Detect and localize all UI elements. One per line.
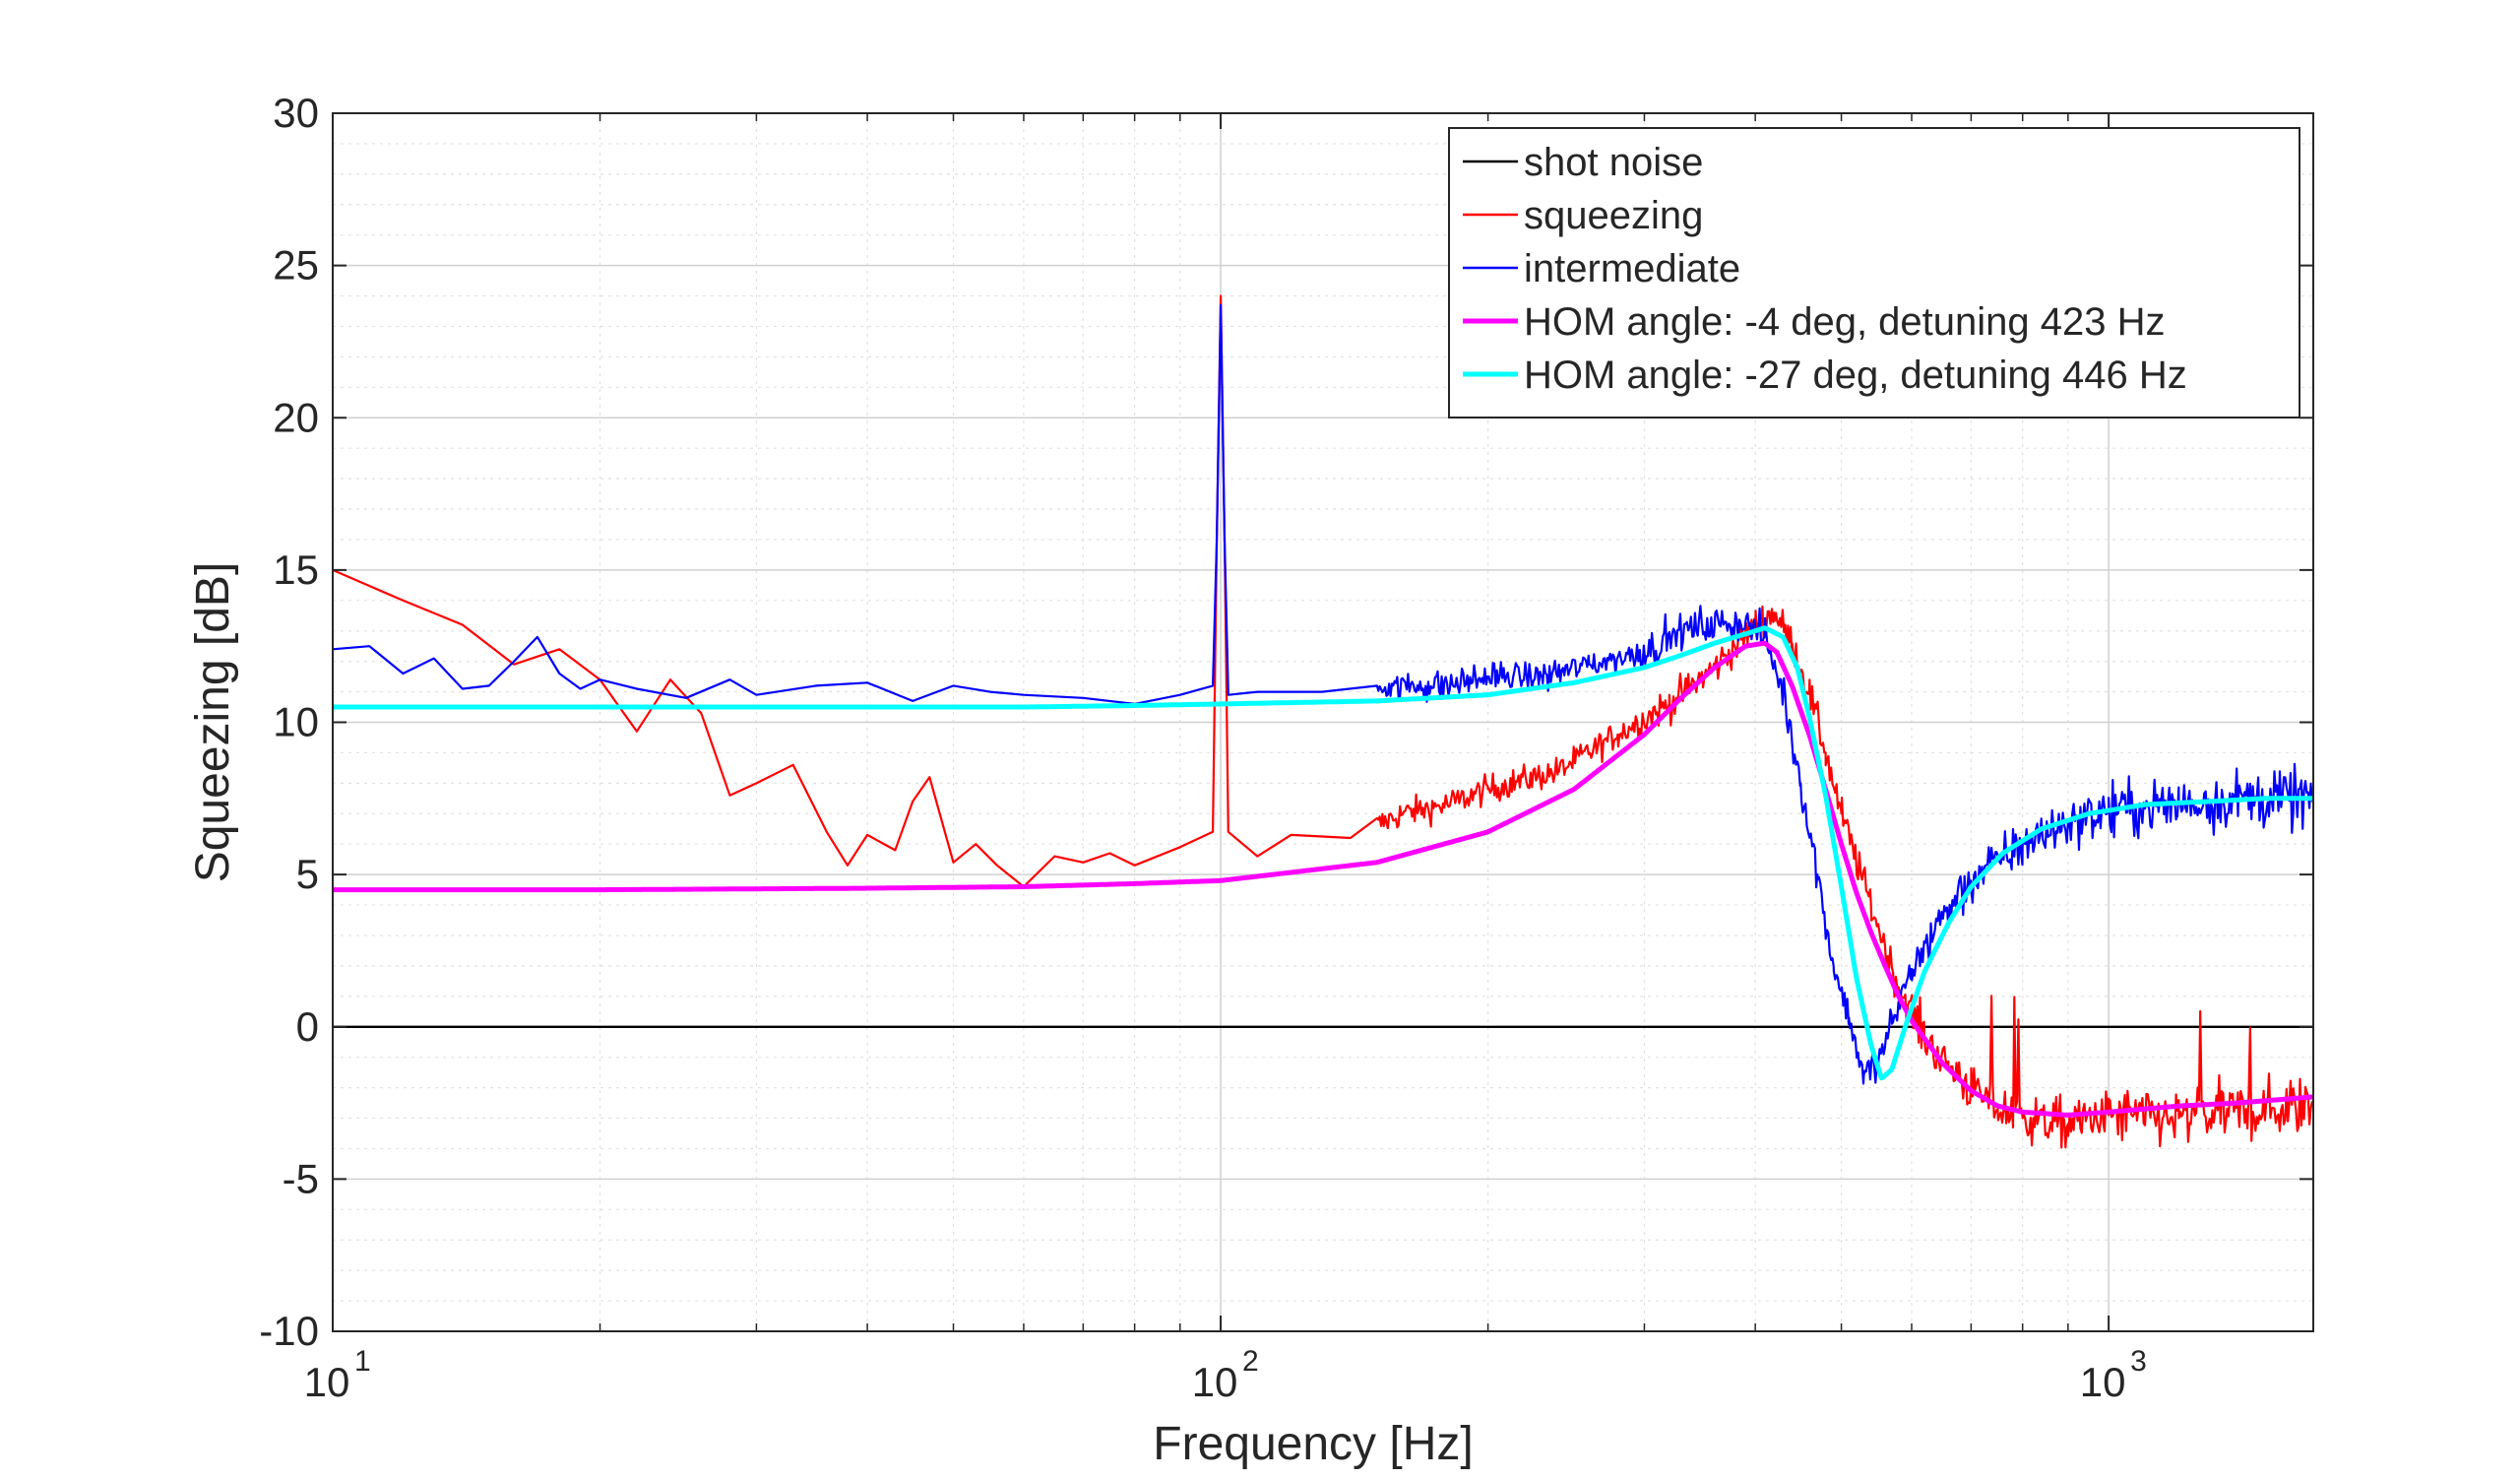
legend-box bbox=[1448, 127, 2300, 418]
x-tick-label: 10 bbox=[304, 1359, 350, 1405]
x-tick-exponent: 2 bbox=[1242, 1345, 1259, 1378]
legend: shot noise squeezing intermediate HOM angle… bbox=[1448, 127, 2300, 418]
series-line-1 bbox=[332, 294, 2315, 1149]
x-axis-label: Frequency [Hz] bbox=[1153, 1418, 1473, 1470]
legend-label-0: shot noise bbox=[1524, 141, 1703, 184]
x-tick-label: 10 bbox=[1192, 1359, 1238, 1405]
y-axis-label: Squeezing [dB] bbox=[187, 562, 239, 883]
legend-label-1: squeezing bbox=[1524, 194, 1703, 237]
y-tick-label: 5 bbox=[296, 851, 319, 897]
x-tick-exponent: 3 bbox=[2130, 1345, 2147, 1378]
series-line-4 bbox=[332, 625, 2314, 1081]
legend-label-4: HOM angle: -27 deg, detuning 446 Hz bbox=[1524, 354, 2187, 397]
legend-label-3: HOM angle: -4 deg, detuning 423 Hz bbox=[1524, 300, 2166, 344]
y-tick-label: 0 bbox=[296, 1003, 319, 1050]
y-tick-label: -10 bbox=[259, 1308, 319, 1354]
y-tick-label: 25 bbox=[273, 242, 319, 289]
y-tick-label: 30 bbox=[273, 90, 319, 136]
legend-label-2: intermediate bbox=[1524, 247, 1740, 290]
y-tick-label: 20 bbox=[273, 394, 319, 440]
y-tick-label: 10 bbox=[273, 699, 319, 745]
plot-series bbox=[332, 294, 2315, 1149]
x-tick-label: 10 bbox=[2080, 1359, 2126, 1405]
y-tick-label: 15 bbox=[273, 547, 319, 593]
series-line-3 bbox=[332, 640, 2314, 1118]
y-tick-label: -5 bbox=[283, 1155, 319, 1201]
x-tick-exponent: 1 bbox=[354, 1345, 371, 1378]
